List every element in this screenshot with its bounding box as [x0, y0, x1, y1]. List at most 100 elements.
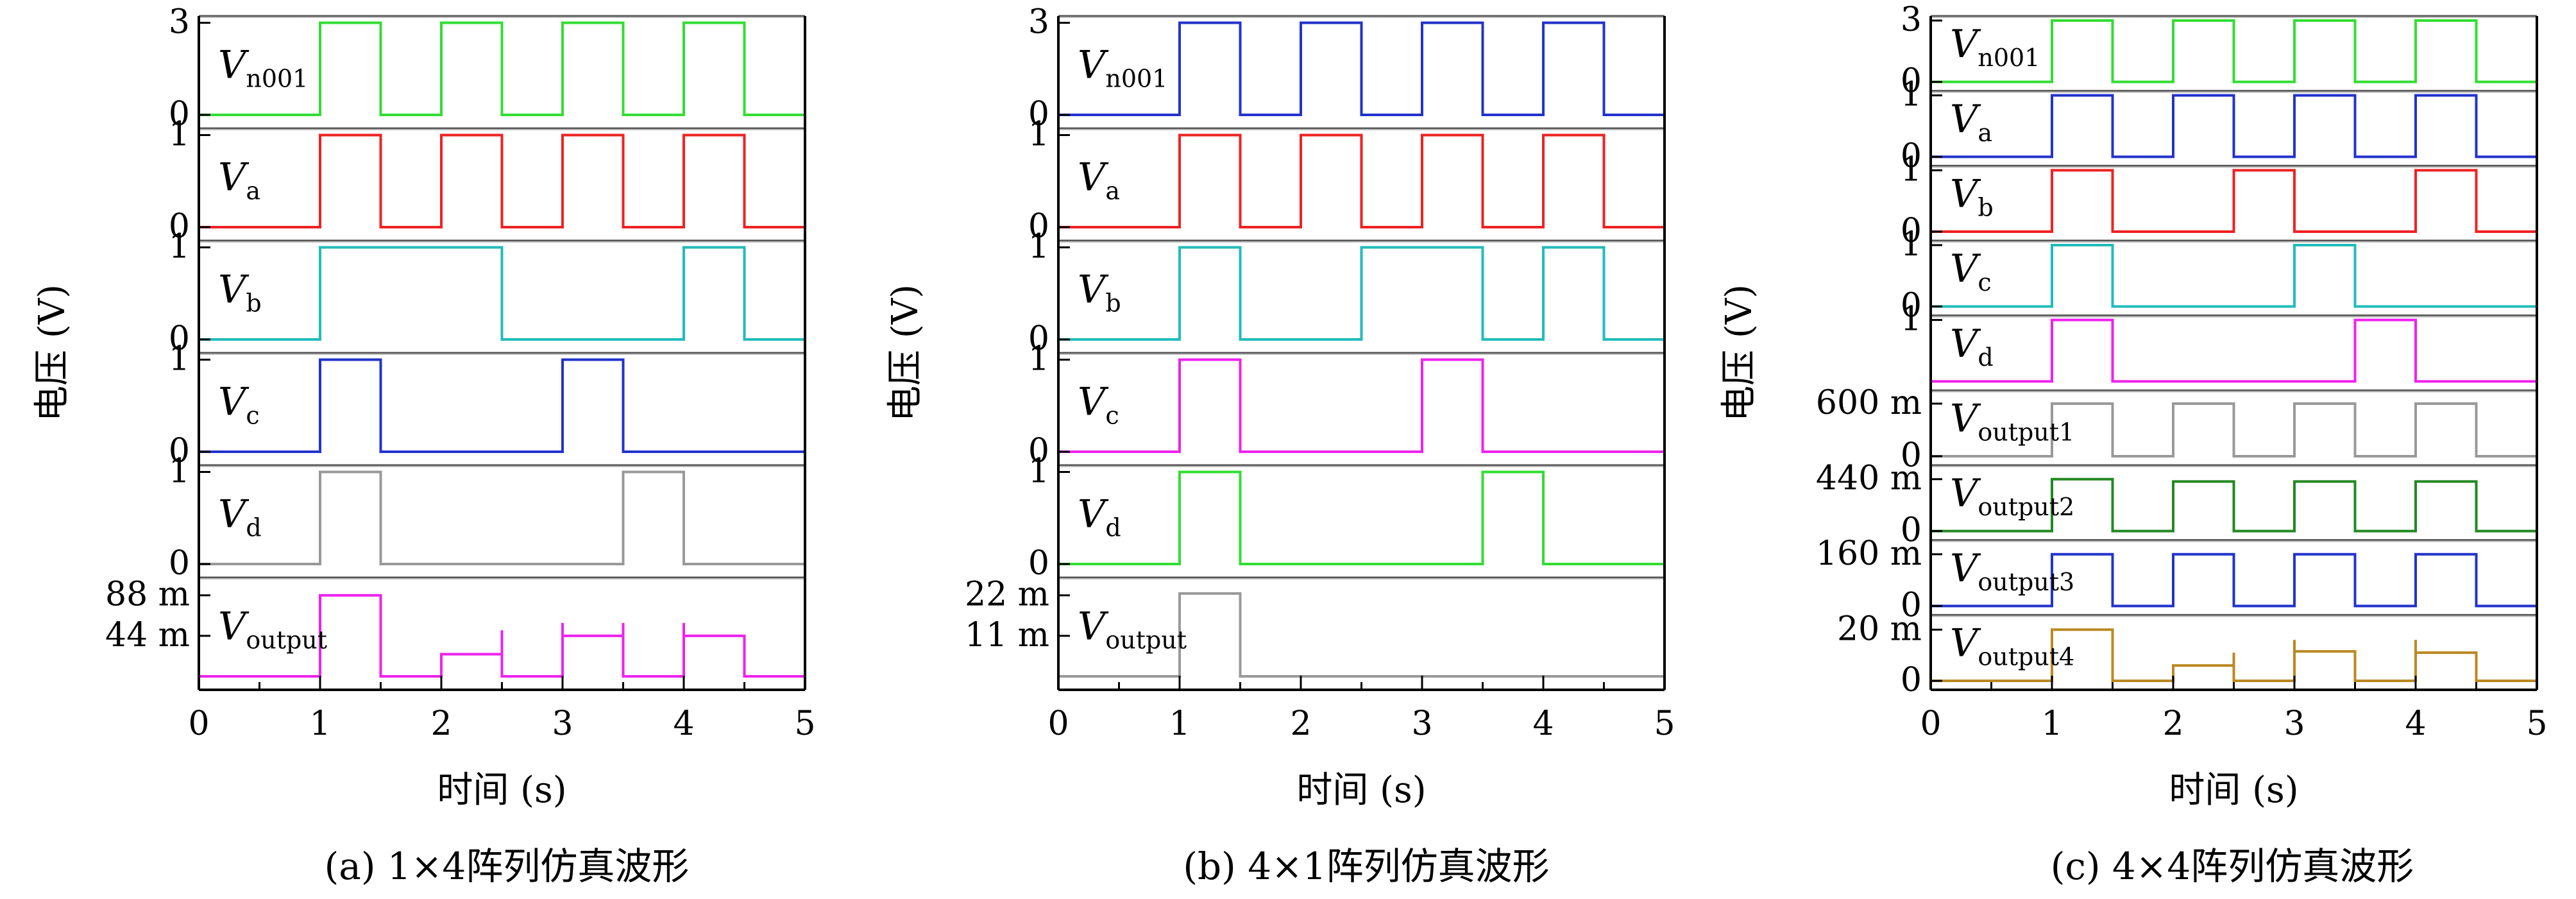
waveform-b	[199, 246, 805, 341]
y-tick-label: 20 m	[1837, 610, 1922, 648]
y-tick-label: 1	[1028, 116, 1049, 154]
y-axis-label: 电压 (V)	[885, 284, 926, 422]
y-tick-label: 22 m	[965, 576, 1049, 614]
y-tick-label: 88 m	[105, 576, 190, 614]
y-tick-label: 0	[1901, 661, 1922, 699]
series-subscript: b	[1978, 194, 1993, 222]
x-tick-label: 1	[309, 705, 330, 743]
y-tick-label: 1	[169, 116, 190, 154]
y-tick-label: 1	[169, 340, 190, 379]
subplot-d: 1 0 Vd	[1028, 452, 1665, 583]
y-tick-label: 1	[1028, 340, 1049, 379]
x-axis-label: 时间 (s)	[1296, 769, 1426, 811]
subplot-a: 1 0 Va	[1028, 116, 1665, 246]
y-tick-label: 0	[1901, 212, 1922, 250]
series-subscript: c	[1978, 268, 1991, 296]
chart-caption: (a) 1×4阵列仿真波形	[325, 844, 690, 888]
y-tick-label: 44 m	[105, 616, 190, 655]
y-tick-label: 0	[1028, 432, 1049, 470]
series-subscript: output2	[1978, 493, 2074, 521]
series-label-output4: Voutput4	[1950, 621, 2074, 671]
x-tick-label: 2	[1290, 705, 1311, 743]
y-tick-label: 1	[1901, 225, 1922, 264]
x-tick-label: 0	[1047, 705, 1069, 743]
waveform-n001	[1058, 21, 1665, 116]
series-subscript: a	[246, 176, 260, 205]
y-tick-label: 3	[1901, 1, 1922, 39]
series-subscript: b	[246, 289, 261, 317]
y-tick-label: 1	[1028, 452, 1049, 491]
y-tick-label: 0	[169, 544, 190, 583]
waveform-output4	[1931, 628, 2537, 682]
waveform-output1	[1931, 402, 2537, 458]
y-tick-label: 1	[169, 228, 190, 266]
waveform-a	[1931, 94, 2537, 158]
series-subscript: a	[1105, 176, 1120, 205]
x-tick-label: 5	[794, 705, 815, 743]
waveform-output2	[1931, 477, 2537, 533]
subplot-d: 1 0 Vd	[169, 452, 805, 583]
subplot-a: 1 0 Va	[169, 116, 805, 246]
x-tick-label: 3	[1411, 705, 1432, 743]
y-axis-label: 电压 (V)	[31, 284, 73, 422]
y-tick-label: 0	[1028, 544, 1049, 583]
subplot-n001: 3 0 Vn001	[169, 3, 805, 133]
series-label-a: Va	[218, 155, 260, 205]
series-subscript: output	[246, 626, 327, 654]
y-tick-label: 0	[1901, 436, 1922, 475]
subplot-b: 1 0 Vb	[169, 228, 805, 358]
waveform-n001	[199, 21, 805, 116]
x-axis-label: 时间 (s)	[437, 769, 566, 811]
y-tick-label: 0	[169, 95, 190, 133]
x-tick-label: 3	[552, 705, 573, 743]
subplot-b: 1 0 Vb	[1901, 150, 2537, 250]
waveform-d	[1058, 470, 1665, 565]
y-tick-label: 1	[169, 452, 190, 491]
y-tick-label: 440 m	[1816, 459, 1922, 498]
x-tick-label: 2	[2162, 705, 2183, 743]
series-label-a: Va	[1078, 155, 1120, 205]
waveform-c	[1931, 244, 2537, 308]
series-subscript: output	[1105, 626, 1187, 654]
series-subscript: c	[246, 401, 259, 429]
y-axis-label: 电压 (V)	[1718, 284, 1760, 422]
subplot-output: 22 m11 m Voutput	[965, 576, 1665, 691]
series-label-c: Vc	[1078, 379, 1119, 429]
subplot-n001: 3 0 Vn001	[1901, 1, 2537, 101]
x-tick-label: 0	[1920, 705, 1941, 743]
y-tick-label: 0	[1901, 287, 1922, 325]
y-tick-label: 0	[169, 207, 190, 246]
series-subscript: output3	[1978, 568, 2074, 596]
series-label-n001: Vn001	[218, 42, 308, 92]
y-tick-label: 3	[169, 3, 190, 42]
series-label-b: Vb	[218, 267, 262, 317]
y-tick-label: 0	[1901, 511, 1922, 550]
chart-caption: (c) 4×4阵列仿真波形	[2051, 844, 2414, 888]
series-label-d: Vd	[1950, 321, 1994, 372]
y-tick-label: 0	[169, 432, 190, 470]
x-tick-label: 4	[2405, 705, 2426, 743]
y-tick-label: 0	[1901, 137, 1922, 175]
waveform-n001	[1931, 19, 2537, 83]
series-label-a: Va	[1950, 97, 1992, 147]
y-tick-label: 0	[1028, 320, 1049, 358]
x-tick-label: 2	[430, 705, 452, 743]
y-tick-label: 0	[1901, 62, 1922, 101]
y-tick-label: 600 m	[1816, 384, 1922, 422]
series-subscript: d	[246, 513, 261, 542]
x-tick-label: 5	[2526, 705, 2547, 743]
series-subscript: d	[1978, 343, 1993, 372]
subplot-output4: 20 m 0 Voutput4	[1837, 610, 2537, 699]
x-tick-label: 1	[2041, 705, 2062, 743]
subplot-n001: 3 0 Vn001	[1028, 3, 1665, 133]
series-subscript: output1	[1978, 418, 2074, 447]
series-subscript: b	[1105, 289, 1121, 317]
series-label-output: Voutput	[218, 604, 327, 654]
y-tick-label: 0	[1901, 586, 1922, 624]
waveform-c	[1058, 358, 1665, 453]
series-subscript: output4	[1978, 643, 2074, 671]
